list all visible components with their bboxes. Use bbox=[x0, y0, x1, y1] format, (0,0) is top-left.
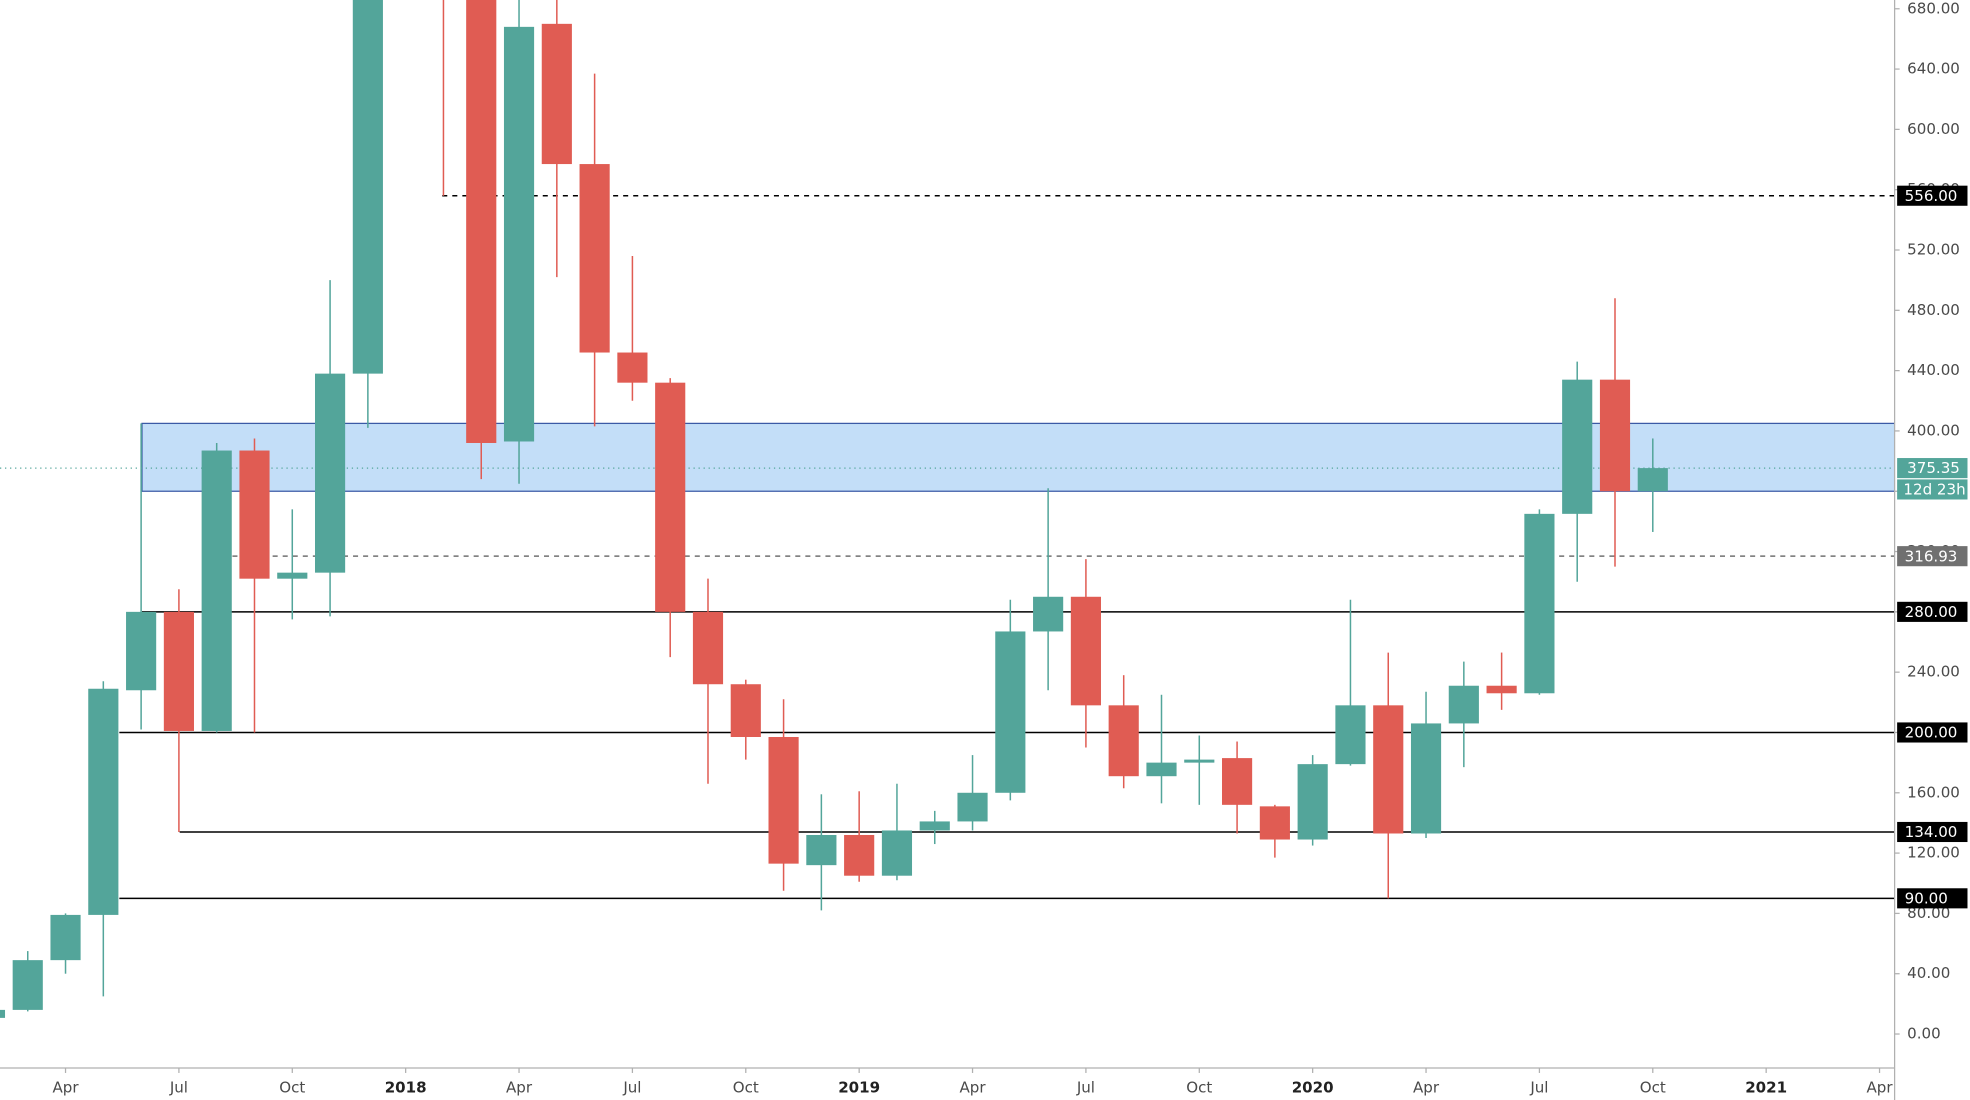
candle-body bbox=[201, 450, 232, 731]
candle-body bbox=[692, 611, 724, 685]
level-label: 90.00 bbox=[1905, 889, 1948, 907]
x-tick-label: Oct bbox=[733, 1079, 759, 1097]
y-tick-label: 440.00 bbox=[1907, 361, 1960, 379]
candle-body bbox=[579, 164, 610, 353]
candle-body bbox=[1259, 806, 1290, 840]
x-tick-label: 2018 bbox=[385, 1079, 427, 1097]
countdown-label: 12d 23h bbox=[1903, 481, 1965, 499]
candle-body bbox=[352, 0, 383, 374]
x-tick-label: 2020 bbox=[1292, 1079, 1334, 1097]
x-tick-label: Oct bbox=[279, 1079, 305, 1097]
x-tick-label: Jul bbox=[622, 1079, 641, 1097]
candle-body bbox=[1373, 705, 1404, 834]
y-tick-label: 0.00 bbox=[1907, 1025, 1941, 1043]
candle-body bbox=[503, 26, 535, 442]
candle-body bbox=[995, 631, 1026, 793]
x-tick-label: Jul bbox=[1076, 1079, 1095, 1097]
x-tick-label: Oct bbox=[1186, 1079, 1212, 1097]
candle-body bbox=[1146, 762, 1177, 777]
x-tick-label: Apr bbox=[960, 1079, 987, 1097]
candle-body bbox=[844, 834, 875, 876]
y-tick-label: 40.00 bbox=[1907, 964, 1950, 982]
level-label: 134.00 bbox=[1905, 823, 1958, 841]
candle-body bbox=[1033, 596, 1064, 632]
candle-body bbox=[957, 792, 988, 822]
y-tick-label: 80.00 bbox=[1907, 904, 1950, 922]
y-tick-label: 600.00 bbox=[1907, 120, 1960, 138]
level-label: 200.00 bbox=[1905, 724, 1958, 742]
level-label-bg bbox=[1897, 546, 1968, 567]
y-tick-label: 640.00 bbox=[1907, 60, 1960, 78]
x-tick-label: Jul bbox=[1529, 1079, 1548, 1097]
level-label: 316.93 bbox=[1905, 547, 1958, 565]
candle-body bbox=[919, 821, 950, 831]
candle-body bbox=[163, 611, 194, 731]
level-label: 280.00 bbox=[1905, 603, 1958, 621]
level-label: 556.00 bbox=[1905, 187, 1958, 205]
candle-body bbox=[50, 914, 81, 961]
x-tick-label: 2021 bbox=[1745, 1079, 1787, 1097]
candle-body bbox=[314, 373, 346, 573]
x-tick-label: Apr bbox=[53, 1079, 80, 1097]
x-tick-label: Apr bbox=[1867, 1079, 1894, 1097]
candle-body bbox=[1599, 379, 1631, 492]
candle-body bbox=[12, 960, 43, 1010]
candle-body bbox=[88, 688, 119, 915]
x-tick-label: Jul bbox=[169, 1079, 188, 1097]
plot-area bbox=[0, 0, 1895, 1018]
candle-body bbox=[1486, 685, 1517, 694]
y-tick-label: 120.00 bbox=[1907, 844, 1960, 862]
y-tick-label: 480.00 bbox=[1907, 301, 1960, 319]
candle-body bbox=[730, 684, 761, 737]
candle-body bbox=[466, 0, 497, 443]
candle-body bbox=[541, 23, 572, 165]
y-tick-label: 520.00 bbox=[1907, 241, 1960, 259]
candle-body bbox=[1524, 513, 1555, 694]
candle-body bbox=[1410, 723, 1442, 834]
x-tick-label: 2019 bbox=[838, 1079, 880, 1097]
x-tick-label: Oct bbox=[1640, 1079, 1666, 1097]
candle-body bbox=[1335, 705, 1366, 765]
candle-body bbox=[239, 450, 270, 579]
level-label-bg bbox=[1897, 888, 1968, 909]
candle-body bbox=[1184, 759, 1215, 763]
level-label-bg bbox=[1897, 821, 1968, 843]
level-label-bg bbox=[1897, 185, 1968, 206]
candle-body bbox=[1637, 468, 1668, 492]
x-tick-label: Apr bbox=[506, 1079, 533, 1097]
candle-body bbox=[1562, 379, 1593, 514]
y-tick-label: 160.00 bbox=[1907, 783, 1960, 801]
candle-body bbox=[806, 834, 837, 866]
zone bbox=[141, 422, 1895, 492]
candle-body bbox=[1108, 705, 1139, 777]
y-tick-label: 400.00 bbox=[1907, 421, 1960, 439]
candle-body bbox=[655, 382, 686, 612]
last-price-bg bbox=[1897, 458, 1968, 479]
candle-body bbox=[881, 830, 913, 876]
y-tick-label: 680.00 bbox=[1907, 0, 1960, 17]
last-price-label: 375.35 bbox=[1907, 459, 1960, 477]
candle-body bbox=[277, 572, 308, 579]
candle-body bbox=[0, 1009, 6, 1018]
x-tick-label: Apr bbox=[1413, 1079, 1440, 1097]
candle-body bbox=[1070, 596, 1101, 706]
countdown-bg bbox=[1897, 479, 1968, 500]
candle-body bbox=[1448, 685, 1479, 724]
candle-body bbox=[1297, 764, 1328, 840]
candle-body bbox=[768, 736, 799, 864]
level-label-bg bbox=[1897, 722, 1968, 743]
candle-body bbox=[1222, 758, 1253, 805]
candle-body bbox=[126, 611, 157, 691]
candle-body bbox=[617, 352, 648, 383]
level-label-bg bbox=[1897, 601, 1968, 622]
y-tick-label: 240.00 bbox=[1907, 663, 1960, 681]
